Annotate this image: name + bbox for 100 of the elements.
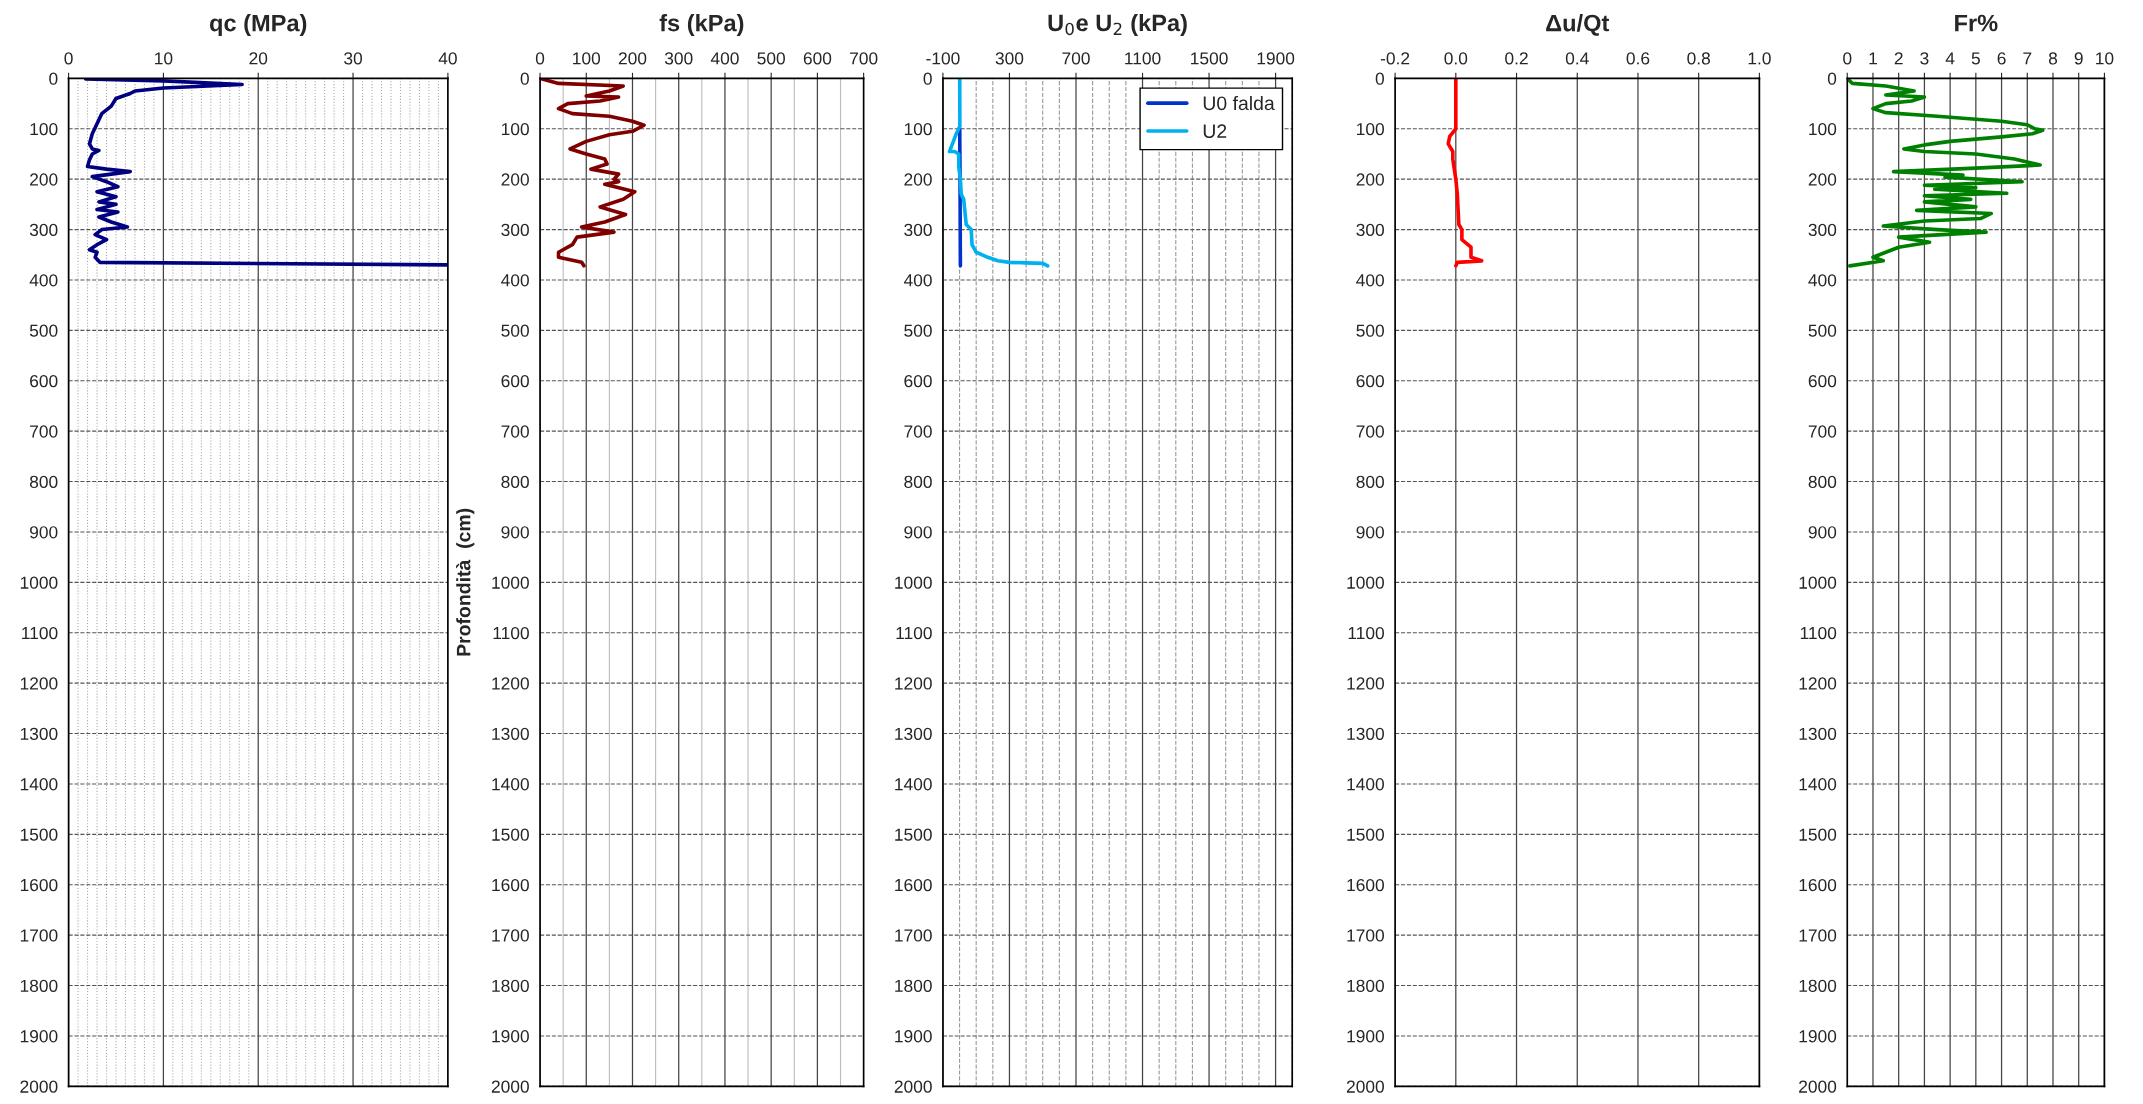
chart-title: Fr% [1955,14,1998,32]
y-tick-label: 1100 [22,626,58,640]
x-tick-label: 700 [1062,52,1090,65]
y-tick-label: 700 [1356,425,1384,438]
y-tick-label: 1300 [492,727,529,741]
x-tick-label: 7 [2023,52,2032,65]
chart-title: qc (MPa) [210,14,307,37]
y-tick-label: 1200 [895,677,932,690]
x-tick-label: 8 [2048,52,2058,65]
x-tick-label: 20 [249,52,268,65]
y-tick-label: 1200 [1799,677,1837,690]
y-tick-label: 0 [1827,72,1837,85]
y-tick-label: 900 [904,526,932,539]
y-tick-label: 1000 [1799,576,1837,589]
y-tick-label: 800 [1356,475,1384,489]
y-tick-label: 0 [49,72,58,85]
y-tick-label: 0 [923,72,932,85]
y-tick-label: 1700 [1347,929,1384,942]
x-tick-label: 100 [573,52,601,65]
y-tick-label: 1700 [20,929,58,942]
y-tick-label: 1400 [20,778,58,791]
x-tick-label: 4 [1945,52,1955,65]
y-tick-label: 1400 [1347,778,1384,791]
y-tick-label: 100 [1809,122,1837,136]
y-tick-label: 400 [29,274,58,287]
x-tick-label: 1500 [1191,52,1228,65]
x-tick-label: 500 [757,52,785,65]
x-tick-label: 300 [995,52,1024,65]
y-tick-label: 100 [501,122,529,136]
y-tick-label: 200 [30,173,58,186]
y-tick-label: 200 [1808,173,1837,186]
x-tick-label: 0 [1843,52,1852,65]
y-tick-label: 1000 [492,576,529,589]
y-tick-label: 1800 [1799,979,1837,992]
y-tick-label: 600 [1356,374,1384,388]
chart-title: U$_{0}$e U$_{2}$ (kPa) [1048,13,1187,36]
y-tick-label: 1600 [492,878,529,892]
y-tick-label: 200 [904,173,932,186]
y-tick-label: 1000 [895,576,932,589]
x-tick-label: 600 [803,52,832,65]
y-tick-label: 1900 [492,1030,529,1043]
y-tick-label: 1100 [1348,626,1384,640]
y-tick-label: 700 [904,425,932,438]
y-tick-label: 1000 [1347,576,1384,589]
x-tick-label: 30 [344,52,363,65]
y-tick-label: 2000 [894,1080,932,1093]
y-tick-label: 1100 [896,626,932,640]
y-tick-label: 1900 [1799,1030,1837,1043]
y-tick-label: 1800 [1347,979,1384,992]
y-tick-label: 1500 [1347,828,1384,841]
y-tick-label: 500 [904,324,932,337]
x-tick-label: 1 [1869,52,1877,65]
y-tick-label: 2000 [1799,1080,1837,1093]
y-tick-label: 100 [30,122,58,136]
chart-title: Δu/Qt [1546,14,1610,36]
y-tick-label: 500 [1356,324,1384,337]
line-series [540,78,646,268]
y-tick-label: 1500 [20,828,58,841]
y-tick-label: 600 [501,374,529,388]
y-tick-label: 1500 [1799,828,1837,841]
y-tick-label: 500 [501,324,529,337]
x-tick-label: 0.6 [1626,52,1650,65]
y-tick-label: 1200 [492,677,529,690]
y-tick-label: 1900 [20,1030,58,1043]
x-tick-label: 300 [664,52,693,65]
y-tick-label: 900 [1356,526,1384,539]
y-tick-label: 1600 [1347,878,1384,892]
y-tick-label: 900 [501,526,529,539]
y-tick-label: 1600 [1799,878,1837,892]
x-tick-label: 1900 [1257,52,1295,65]
y-tick-label: 100 [904,122,932,136]
y-tick-label: 600 [1808,374,1837,388]
y-tick-label: 300 [904,223,932,237]
chart-title: fs (kPa) [659,14,744,37]
y-tick-label: 1800 [20,979,58,992]
y-tick-label: 1600 [895,878,932,892]
x-tick-label: 6 [1997,52,2006,65]
y-tick-label: 800 [501,475,529,489]
y-tick-label: 300 [501,223,529,237]
x-tick-label: 0 [64,52,73,65]
y-tick-label: 0 [520,72,529,85]
x-tick-label: 10 [155,52,173,65]
x-tick-label: 0 [535,52,545,65]
y-tick-label: 1300 [1347,727,1384,741]
x-tick-label: 400 [710,52,739,65]
y-tick-label: 700 [30,425,58,438]
x-tick-label: -0.2 [1380,52,1410,65]
y-tick-label: 0 [1375,72,1384,85]
y-tick-label: 1300 [20,727,58,741]
legend-label: U2 [1203,124,1227,139]
y-tick-label: 1400 [1799,778,1837,791]
y-tick-label: 800 [1808,475,1837,489]
y-tick-label: 1700 [492,929,529,942]
y-tick-label: 200 [1356,173,1384,186]
y-tick-label: 1700 [1799,929,1837,942]
y-tick-label: 900 [30,526,58,539]
x-tick-label: 9 [2074,52,2083,65]
x-tick-label: 10 [2096,52,2114,65]
line-series [947,78,1050,268]
y-tick-label: 1300 [895,727,932,741]
